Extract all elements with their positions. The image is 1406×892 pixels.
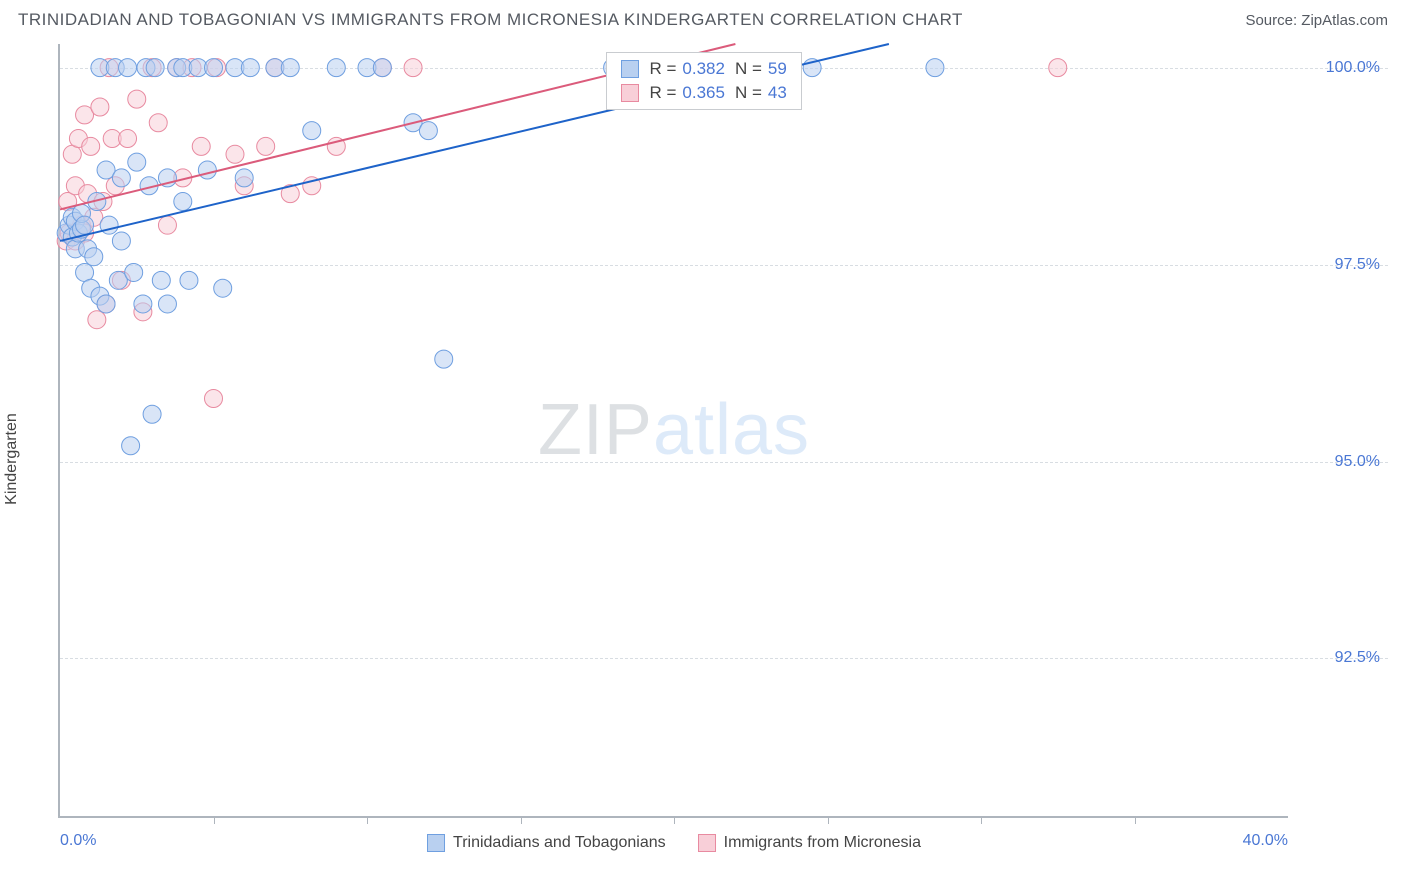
plot-area: ZIPatlas R = 0.382 N = 59 R = 0.365 N = … <box>58 44 1288 818</box>
scatter-point-series2 <box>257 137 275 155</box>
scatter-point-series1 <box>281 59 299 77</box>
scatter-point-series2 <box>226 145 244 163</box>
scatter-point-series2 <box>205 389 223 407</box>
chart-container: Kindergarten ZIPatlas R = 0.382 N = 59 R… <box>18 44 1388 874</box>
r-label-1: R = <box>649 59 676 79</box>
scatter-point-series2 <box>149 114 167 132</box>
scatter-point-series1 <box>76 216 94 234</box>
scatter-point-series1 <box>435 350 453 368</box>
scatter-point-series1 <box>926 59 944 77</box>
scatter-point-series2 <box>91 98 109 116</box>
r-label-2: R = <box>649 83 676 103</box>
legend-swatch-series2 <box>698 834 716 852</box>
legend-label-series1: Trinidadians and Tobagonians <box>453 834 666 852</box>
scatter-point-series1 <box>122 437 140 455</box>
y-tick-label: 97.5% <box>1335 256 1380 274</box>
x-tick <box>1135 816 1136 824</box>
x-tick <box>981 816 982 824</box>
x-tick <box>214 816 215 824</box>
x-tick <box>828 816 829 824</box>
scatter-point-series1 <box>146 59 164 77</box>
x-tick <box>521 816 522 824</box>
scatter-point-series1 <box>125 263 143 281</box>
scatter-point-series1 <box>143 405 161 423</box>
scatter-point-series1 <box>134 295 152 313</box>
scatter-point-series2 <box>128 90 146 108</box>
scatter-point-series2 <box>119 130 137 148</box>
scatter-point-series2 <box>404 59 422 77</box>
scatter-point-series1 <box>180 271 198 289</box>
x-tick-label: 40.0% <box>1243 832 1288 850</box>
source-attribution: Source: ZipAtlas.com <box>1245 12 1388 29</box>
scatter-point-series1 <box>327 59 345 77</box>
scatter-point-series1 <box>119 59 137 77</box>
x-tick <box>674 816 675 824</box>
y-axis-label: Kindergarten <box>3 413 21 505</box>
legend-item-series2: Immigrants from Micronesia <box>698 834 921 852</box>
x-tick-label: 0.0% <box>60 832 96 850</box>
scatter-point-series1 <box>419 122 437 140</box>
stats-row-series2: R = 0.365 N = 43 <box>621 83 786 103</box>
stats-swatch-series1 <box>621 60 639 78</box>
scatter-point-series1 <box>214 279 232 297</box>
r-value-2: 0.365 <box>682 83 725 103</box>
n-value-1: 59 <box>768 59 787 79</box>
y-tick-label: 92.5% <box>1335 649 1380 667</box>
stats-swatch-series2 <box>621 84 639 102</box>
scatter-point-series1 <box>303 122 321 140</box>
scatter-point-series1 <box>174 193 192 211</box>
scatter-point-series1 <box>198 161 216 179</box>
n-label-1: N = <box>735 59 762 79</box>
y-tick-label: 100.0% <box>1326 59 1380 77</box>
scatter-point-series1 <box>97 295 115 313</box>
scatter-point-series2 <box>158 216 176 234</box>
scatter-point-series1 <box>152 271 170 289</box>
scatter-point-series2 <box>1049 59 1067 77</box>
scatter-point-series1 <box>373 59 391 77</box>
legend: Trinidadians and Tobagonians Immigrants … <box>427 834 921 852</box>
scatter-point-series1 <box>235 169 253 187</box>
legend-label-series2: Immigrants from Micronesia <box>724 834 921 852</box>
scatter-point-series2 <box>88 311 106 329</box>
n-label-2: N = <box>735 83 762 103</box>
scatter-point-series2 <box>192 137 210 155</box>
scatter-point-series2 <box>82 137 100 155</box>
scatter-point-series1 <box>205 59 223 77</box>
y-tick-label: 95.0% <box>1335 453 1380 471</box>
scatter-point-series1 <box>158 295 176 313</box>
stats-row-series1: R = 0.382 N = 59 <box>621 59 786 79</box>
scatter-point-series1 <box>128 153 146 171</box>
r-value-1: 0.382 <box>682 59 725 79</box>
scatter-plot-svg <box>60 44 1288 816</box>
scatter-point-series1 <box>112 169 130 187</box>
x-tick <box>367 816 368 824</box>
scatter-point-series1 <box>85 248 103 266</box>
n-value-2: 43 <box>768 83 787 103</box>
chart-title: TRINIDADIAN AND TOBAGONIAN VS IMMIGRANTS… <box>18 10 963 30</box>
legend-swatch-series1 <box>427 834 445 852</box>
legend-item-series1: Trinidadians and Tobagonians <box>427 834 666 852</box>
scatter-point-series1 <box>112 232 130 250</box>
scatter-point-series1 <box>241 59 259 77</box>
correlation-stats-box: R = 0.382 N = 59 R = 0.365 N = 43 <box>606 52 801 110</box>
